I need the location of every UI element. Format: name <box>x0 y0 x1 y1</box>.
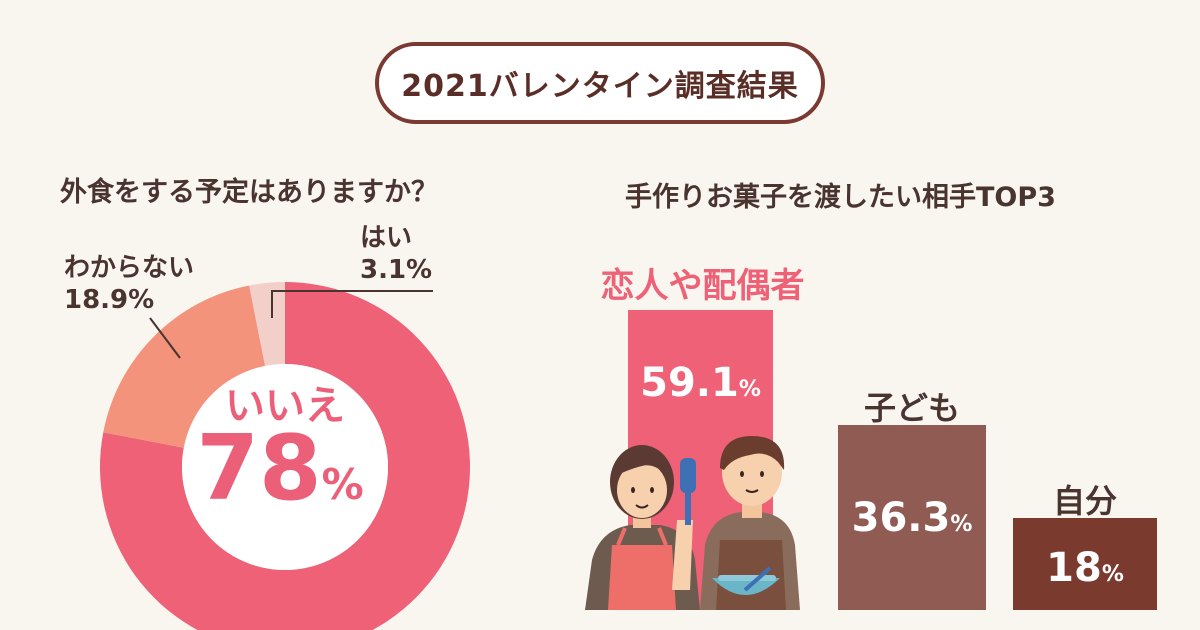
bar-value-children: 36.3% <box>838 495 986 541</box>
woman-figure <box>585 445 700 610</box>
bar-category-self: 自分 <box>1052 482 1117 520</box>
bar-category-partner: 恋人や配偶者 <box>600 266 805 306</box>
bar-self <box>1013 518 1157 610</box>
bar-value-self-unit: % <box>1101 562 1124 587</box>
bar-value-partner: 59.1% <box>628 360 773 406</box>
donut-hole <box>182 364 388 570</box>
slice-label-yes-value: 3.1% <box>360 255 433 285</box>
bar-value-partner-number: 59.1 <box>640 360 739 406</box>
bar-category-children: 子ども <box>863 389 960 427</box>
spatula-icon <box>680 458 696 493</box>
donut-slice-no <box>100 282 470 630</box>
slice-label-unknown: わからない 18.9% <box>64 252 194 316</box>
bar-value-self: 18% <box>1013 545 1157 591</box>
bar-value-self-number: 18 <box>1046 545 1102 591</box>
slice-label-no-name: いいえ <box>225 383 345 429</box>
slice-label-no-unit: % <box>321 460 364 509</box>
bar-value-partner-unit: % <box>738 377 761 402</box>
slice-label-unknown-name: わからない <box>64 253 195 283</box>
donut-slice-yes <box>249 282 285 366</box>
slice-label-no-value: 78 <box>196 416 322 521</box>
bar-chart-title: 手作りお菓子を渡したい相手TOP3 <box>625 182 1056 213</box>
slice-label-no: 78% <box>150 414 410 540</box>
title-pill: 2021バレンタイン調査結果 <box>375 42 825 124</box>
bar-children <box>838 425 986 610</box>
slice-label-unknown-value: 18.9% <box>64 285 155 315</box>
slice-label-yes: はい 3.1% <box>360 222 432 286</box>
donut-slice-unknown <box>103 285 266 448</box>
leader-line-yes <box>271 290 433 318</box>
donut-chart-title: 外食をする予定はありますか？ <box>60 177 438 208</box>
man-figure <box>700 436 800 610</box>
bar-value-children-unit: % <box>950 512 973 537</box>
leader-line-unknown <box>149 317 181 359</box>
donut-chart <box>100 282 470 630</box>
slice-label-yes-name: はい <box>360 223 413 253</box>
page-title: 2021バレンタイン調査結果 <box>401 69 799 104</box>
bar-value-children-number: 36.3 <box>851 495 951 541</box>
